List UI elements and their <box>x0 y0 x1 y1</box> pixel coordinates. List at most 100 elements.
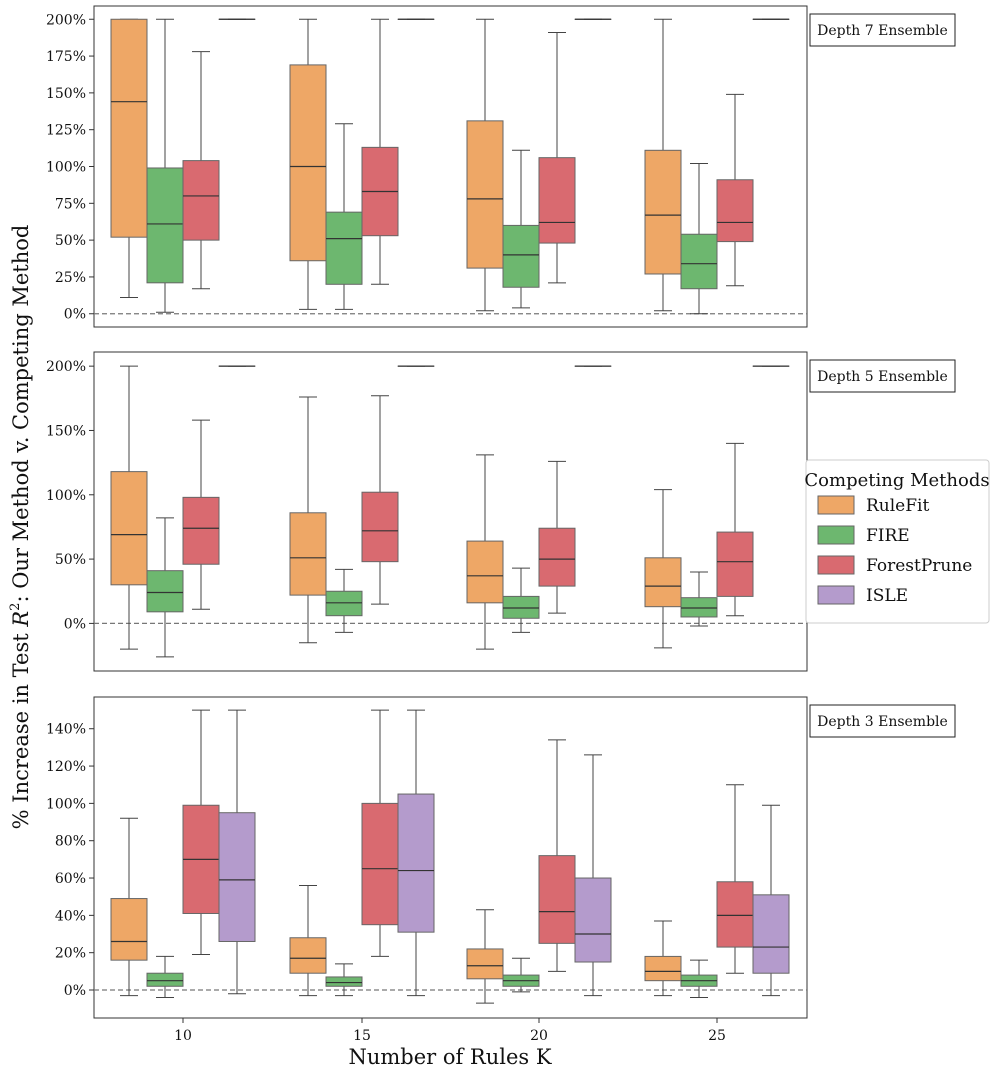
panel-3: 0% 20% 40% 60% 80% 100% 120% 140% Depth 3 Ensemb… <box>46 696 956 1019</box>
box-body <box>361 491 399 563</box>
box-body <box>644 557 682 608</box>
box-forestprune-k15 <box>361 709 399 957</box>
box-body <box>644 149 682 275</box>
box-body <box>289 512 327 596</box>
box-forestprune-k25 <box>716 93 754 287</box>
panel-frame <box>93 696 808 1019</box>
box-fire-k10 <box>146 955 184 998</box>
box-fire-k20 <box>502 957 540 993</box>
y-tick-label: 150% <box>46 86 86 102</box>
y-tick-label: 50% <box>55 552 86 568</box>
y-tick-label: 75% <box>55 196 86 212</box>
box-fire-k25 <box>680 163 718 315</box>
box-body <box>289 937 327 974</box>
box-body <box>502 595 540 619</box>
y-tick-label: 120% <box>46 759 86 775</box>
box-body <box>146 972 184 987</box>
x-tick-label: 20 <box>530 1028 548 1044</box>
y-tick-label: 0% <box>64 616 86 632</box>
box-body <box>538 527 576 587</box>
box-forestprune-k15 <box>361 395 399 605</box>
box-fire-k15 <box>325 123 363 310</box>
box-body <box>397 793 435 933</box>
box-rulefit-k15 <box>289 18 327 310</box>
box-body <box>218 812 256 942</box>
x-axis-label: Number of Rules K <box>348 1045 551 1069</box>
y-tick-label: 140% <box>46 722 86 738</box>
box-forestprune-k20 <box>538 32 576 284</box>
panel-label-box <box>809 704 956 738</box>
legend-title: Competing Methods <box>804 470 989 491</box>
y-tick-label: 60% <box>55 871 86 887</box>
panel-label-text: Depth 7 Ensemble <box>817 23 948 39</box>
box-body <box>716 531 754 597</box>
box-rulefit-k25 <box>644 489 682 649</box>
box-body <box>466 540 504 604</box>
panel-label-text: Depth 5 Ensemble <box>817 369 948 385</box>
box-body <box>644 955 682 982</box>
box-body <box>325 590 363 617</box>
panel-label: Depth 7 Ensemble <box>809 13 956 47</box>
box-body <box>502 224 540 288</box>
box-body <box>680 597 718 618</box>
box-isle-k15 <box>397 709 435 997</box>
panel-label-box <box>809 359 956 393</box>
box-body <box>110 471 148 586</box>
legend-label-forestprune: ForestPrune <box>866 556 972 576</box>
box-body <box>182 496 220 565</box>
panel-label: Depth 5 Ensemble <box>809 359 956 393</box>
box-body <box>289 64 327 262</box>
box-fire-k10 <box>146 18 184 313</box>
box-forestprune-k20 <box>538 460 576 614</box>
legend: Competing Methods RuleFit FIRE ForestPrune I… <box>804 459 990 624</box>
y-tick-label: 100% <box>46 160 86 176</box>
box-rulefit-k15 <box>289 396 327 644</box>
box-body <box>110 18 148 238</box>
box-fire-k15 <box>325 963 363 997</box>
box-forestprune-k25 <box>716 442 754 617</box>
box-forestprune-k20 <box>538 739 576 972</box>
box-fire-k20 <box>502 149 540 309</box>
legend-swatch-rulefit <box>817 495 855 515</box>
box-rulefit-k20 <box>466 18 504 312</box>
x-tick-label: 15 <box>353 1028 371 1044</box>
box-fire-k15 <box>325 568 363 633</box>
box-body <box>466 948 504 980</box>
y-tick-label: 40% <box>55 908 86 924</box>
box-forestprune-k10 <box>182 51 220 290</box>
box-body <box>361 802 399 926</box>
legend-swatch-isle <box>817 585 855 605</box>
box-rulefit-k25 <box>644 18 682 312</box>
panel-label-box <box>809 13 956 47</box>
box-body <box>466 120 504 269</box>
legend-label-rulefit: RuleFit <box>866 496 929 516</box>
y-tick-label: 200% <box>46 359 86 375</box>
box-rulefit-k10 <box>110 18 148 299</box>
box-forestprune-k15 <box>361 18 399 285</box>
box-body <box>146 167 184 284</box>
y-tick-label: 100% <box>46 796 86 812</box>
box-rulefit-k10 <box>110 817 148 997</box>
x-tick-label: 25 <box>708 1028 726 1044</box>
box-body <box>680 233 718 290</box>
legend-label-fire: FIRE <box>866 526 910 546</box>
box-body <box>716 881 754 948</box>
y-tick-label: 80% <box>55 834 86 850</box>
box-fire-k25 <box>680 959 718 998</box>
box-body <box>574 877 612 963</box>
y-axis-label: % Increase in Test R2: Our Method v. Com… <box>8 225 33 830</box>
y-tick-label: 20% <box>55 946 86 962</box>
y-tick-label: 0% <box>64 307 86 323</box>
y-tick-label: 175% <box>46 49 86 65</box>
panel-1: 0% 25% 50% 75% 100% 125% 150% 175% 200% Depth 7 E… <box>46 5 956 328</box>
box-body <box>110 898 148 961</box>
box-forestprune-k10 <box>182 709 220 956</box>
legend-swatch-fire <box>817 525 855 545</box>
y-tick-label: 50% <box>55 233 86 249</box>
box-forestprune-k10 <box>182 419 220 610</box>
box-body <box>752 894 790 974</box>
x-tick-label: 10 <box>174 1028 192 1044</box>
box-rulefit-k20 <box>466 454 504 650</box>
box-body <box>325 211 363 285</box>
